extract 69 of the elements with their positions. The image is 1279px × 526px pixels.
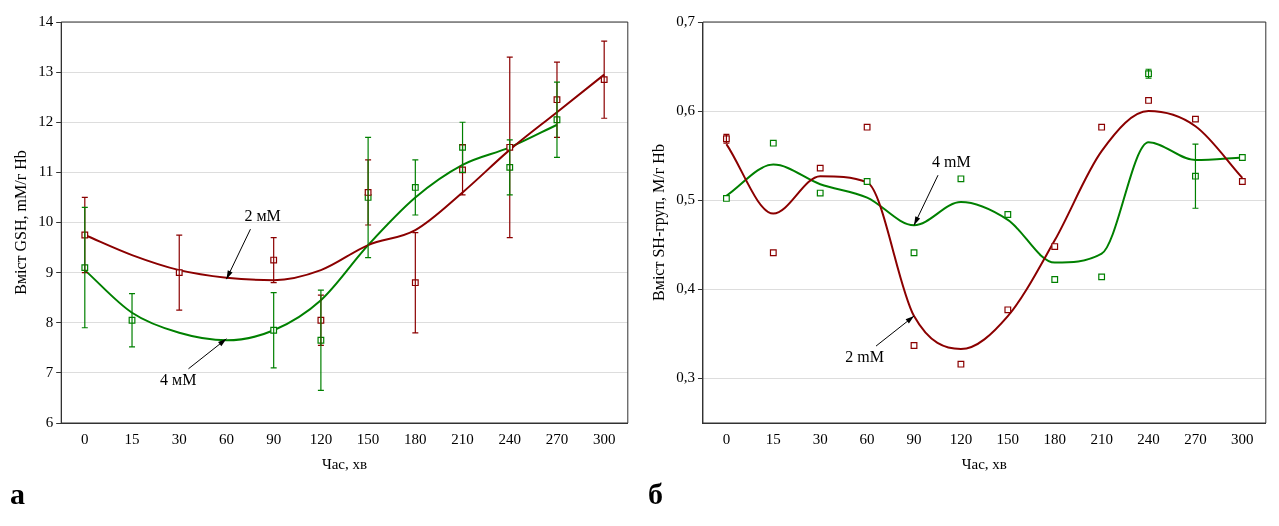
x-tick-label: 0 bbox=[81, 430, 89, 447]
point bbox=[1238, 154, 1246, 161]
point bbox=[863, 123, 871, 131]
x-tick-label: 30 bbox=[812, 430, 828, 447]
point bbox=[1004, 211, 1012, 218]
x-tick-label: 270 bbox=[1184, 430, 1207, 447]
y-axis-title: Вміст SH-груп, М/г Hb bbox=[649, 144, 668, 301]
point bbox=[1098, 273, 1106, 281]
x-tick-label: 240 bbox=[498, 430, 522, 447]
x-axis-title: Час, хв bbox=[321, 455, 368, 472]
x-tick-label: 150 bbox=[356, 430, 380, 447]
x-tick-label: 300 bbox=[592, 430, 616, 447]
y-tick-label: 12 bbox=[38, 113, 54, 130]
y-tick-label: 0,4 bbox=[676, 280, 696, 297]
x-tick-label: 120 bbox=[309, 430, 333, 447]
y-tick-label: 0,7 bbox=[676, 12, 696, 29]
x-tick-label: 90 bbox=[906, 430, 922, 447]
y-tick-label: 0,6 bbox=[676, 102, 696, 119]
y-tick-label: 14 bbox=[38, 12, 54, 29]
x-tick-label: 270 bbox=[545, 430, 569, 447]
point bbox=[816, 189, 824, 197]
point bbox=[1098, 123, 1106, 131]
x-tick-label: 240 bbox=[1137, 430, 1160, 447]
point bbox=[722, 195, 730, 202]
x-tick-label: 120 bbox=[949, 430, 973, 447]
x-tick-label: 210 bbox=[1090, 430, 1113, 447]
x-tick-label: 0 bbox=[722, 430, 731, 447]
point bbox=[957, 175, 965, 183]
y-axis-title: Вміст GSH, mM/г Hb bbox=[11, 150, 29, 295]
point bbox=[957, 360, 965, 368]
annotation: 4 mM bbox=[932, 153, 971, 171]
point bbox=[910, 249, 918, 257]
annotation: 4 мМ bbox=[160, 370, 197, 388]
point bbox=[1238, 178, 1246, 185]
x-tick-label: 210 bbox=[451, 430, 474, 447]
y-tick-label: 6 bbox=[45, 413, 54, 430]
y-tick-label: 10 bbox=[38, 213, 54, 230]
point bbox=[863, 178, 871, 185]
x-tick-label: 60 bbox=[218, 430, 234, 447]
point bbox=[816, 164, 824, 172]
y-tick-label: 0,3 bbox=[676, 369, 695, 386]
x-tick-label: 15 bbox=[124, 430, 140, 447]
text: а bbox=[9, 477, 26, 510]
x-tick-label: 30 bbox=[171, 430, 187, 447]
y-tick-label: 11 bbox=[38, 163, 54, 180]
x-tick-label: 180 bbox=[404, 430, 427, 447]
y-tick-label: 13 bbox=[38, 63, 54, 80]
annotation: 2 мМ bbox=[244, 207, 281, 225]
point bbox=[769, 139, 777, 147]
y-tick-label: 7 bbox=[45, 363, 54, 380]
point bbox=[1004, 306, 1012, 314]
x-tick-label: 60 bbox=[859, 430, 875, 447]
point bbox=[1145, 96, 1152, 104]
y-tick-label: 9 bbox=[45, 263, 54, 280]
x-tick-label: 90 bbox=[266, 430, 282, 447]
point bbox=[1051, 243, 1059, 250]
x-tick-label: 300 bbox=[1231, 430, 1254, 447]
x-axis-title: Час, хв bbox=[961, 455, 1007, 472]
x-tick-label: 15 bbox=[765, 430, 781, 447]
point bbox=[769, 249, 777, 257]
text: б bbox=[647, 477, 664, 510]
point bbox=[1051, 276, 1059, 283]
y-tick-label: 0,5 bbox=[676, 191, 695, 208]
annotation: 2 mM bbox=[845, 348, 885, 366]
point bbox=[1192, 115, 1199, 123]
x-tick-label: 180 bbox=[1043, 430, 1066, 447]
point bbox=[910, 342, 918, 349]
y-tick-label: 8 bbox=[45, 313, 54, 330]
x-tick-label: 150 bbox=[996, 430, 1020, 447]
